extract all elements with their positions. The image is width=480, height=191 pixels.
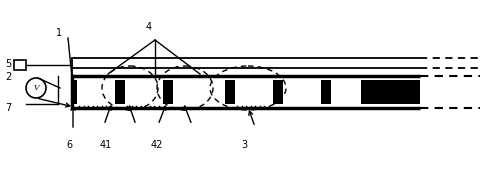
- Bar: [120, 80, 125, 104]
- Text: 4: 4: [146, 22, 152, 32]
- Bar: [125, 80, 163, 104]
- Bar: [326, 80, 331, 104]
- Bar: [283, 80, 321, 104]
- Text: 5: 5: [5, 59, 11, 69]
- Text: 2: 2: [5, 72, 11, 82]
- Bar: [14, 60, 26, 70]
- Text: 7: 7: [5, 103, 11, 113]
- Bar: [230, 80, 235, 104]
- Text: V: V: [33, 84, 39, 92]
- Bar: [72, 80, 420, 104]
- Bar: [331, 80, 361, 104]
- Text: 6: 6: [66, 140, 72, 150]
- Text: 42: 42: [151, 140, 163, 150]
- Text: 41: 41: [100, 140, 112, 150]
- Bar: [168, 80, 173, 104]
- Bar: [278, 80, 283, 104]
- Bar: [235, 80, 273, 104]
- Text: 3: 3: [241, 140, 247, 150]
- Bar: [173, 80, 225, 104]
- Bar: [366, 80, 371, 104]
- Text: 1: 1: [56, 28, 62, 38]
- Bar: [77, 80, 115, 104]
